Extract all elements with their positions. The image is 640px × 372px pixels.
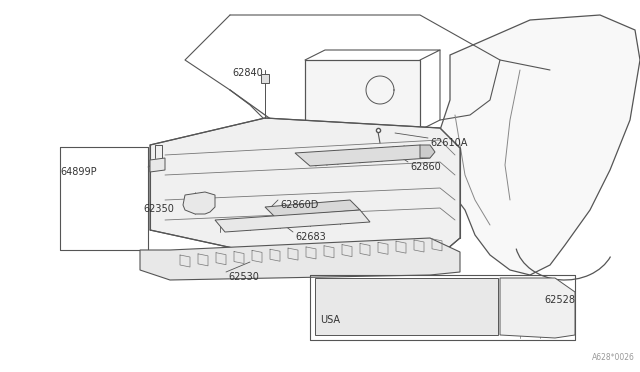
Text: 62528: 62528	[544, 295, 575, 305]
Polygon shape	[500, 278, 575, 338]
Polygon shape	[295, 145, 430, 166]
Text: USA: USA	[320, 315, 340, 325]
Polygon shape	[305, 60, 420, 130]
Polygon shape	[183, 192, 215, 214]
Polygon shape	[150, 118, 460, 255]
Text: 62860: 62860	[410, 162, 441, 172]
Text: 62610A: 62610A	[430, 138, 467, 148]
Text: 62350: 62350	[143, 204, 174, 214]
Polygon shape	[140, 238, 460, 280]
Polygon shape	[150, 158, 165, 172]
Text: 64899P: 64899P	[60, 167, 97, 177]
Polygon shape	[215, 210, 370, 232]
Text: A628*0026: A628*0026	[592, 353, 635, 362]
Polygon shape	[265, 200, 360, 217]
Text: 62683: 62683	[295, 232, 326, 242]
Text: 62530: 62530	[228, 272, 259, 282]
Text: 62860D: 62860D	[280, 200, 318, 210]
Polygon shape	[261, 74, 269, 83]
Polygon shape	[420, 145, 435, 158]
Polygon shape	[315, 278, 498, 335]
Text: 62840: 62840	[232, 68, 263, 78]
Polygon shape	[440, 15, 640, 275]
